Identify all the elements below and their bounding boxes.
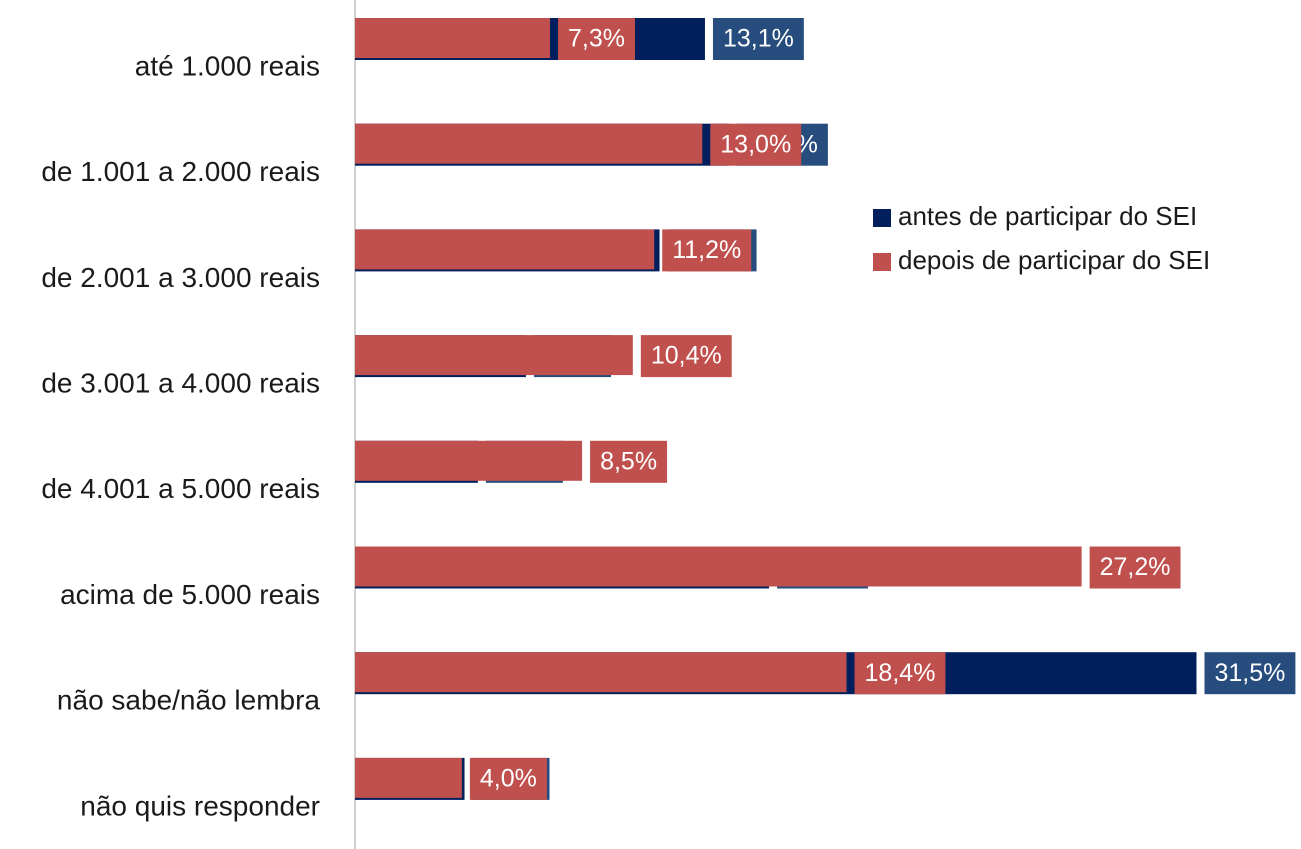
value-label-box: [558, 18, 635, 60]
value-label-box: [854, 652, 946, 695]
category-label: até 1.000 reais: [135, 50, 320, 81]
value-label-box: [710, 123, 802, 166]
bar: [355, 123, 703, 164]
category-label: de 4.001 a 5.000 reais: [41, 473, 320, 504]
category-label: não sabe/não lembra: [57, 685, 321, 716]
category-label: de 2.001 a 3.000 reais: [41, 262, 320, 293]
value-label: 13,1%: [723, 25, 794, 53]
value-label: 10,4%: [651, 342, 722, 370]
value-label-box: [640, 335, 732, 378]
value-label: 31,5%: [1215, 659, 1286, 687]
value-label-box: [1204, 652, 1296, 695]
value-label: 7,3%: [568, 25, 625, 53]
legend-swatch: [873, 209, 891, 227]
bar: [355, 18, 551, 58]
bar: [355, 229, 655, 270]
value-label-box: [712, 18, 804, 60]
value-label-box: [469, 757, 547, 800]
value-label: 13,0%: [720, 130, 791, 158]
category-label: acima de 5.000 reais: [60, 579, 320, 610]
value-label: 18,4%: [865, 659, 936, 687]
legend-swatch: [873, 253, 891, 271]
legend-label: depois de participar do SEI: [898, 245, 1210, 275]
category-label: de 3.001 a 4.000 reais: [41, 367, 320, 398]
value-label: 11,2%: [672, 236, 741, 264]
bar: [355, 652, 847, 693]
value-label-box: [1089, 546, 1181, 589]
value-label-box: [590, 440, 668, 483]
bar: [355, 335, 633, 376]
category-label: não quis responder: [80, 790, 320, 821]
bar: [355, 440, 583, 481]
value-label-box: [662, 229, 752, 272]
value-label: 4,0%: [480, 765, 537, 793]
legend-label: antes de participar do SEI: [898, 201, 1197, 231]
value-label: 8,5%: [600, 447, 657, 475]
category-label: de 1.001 a 2.000 reais: [41, 156, 320, 187]
bar: [355, 546, 1082, 587]
value-label: 27,2%: [1100, 553, 1171, 581]
bar: [355, 757, 462, 798]
